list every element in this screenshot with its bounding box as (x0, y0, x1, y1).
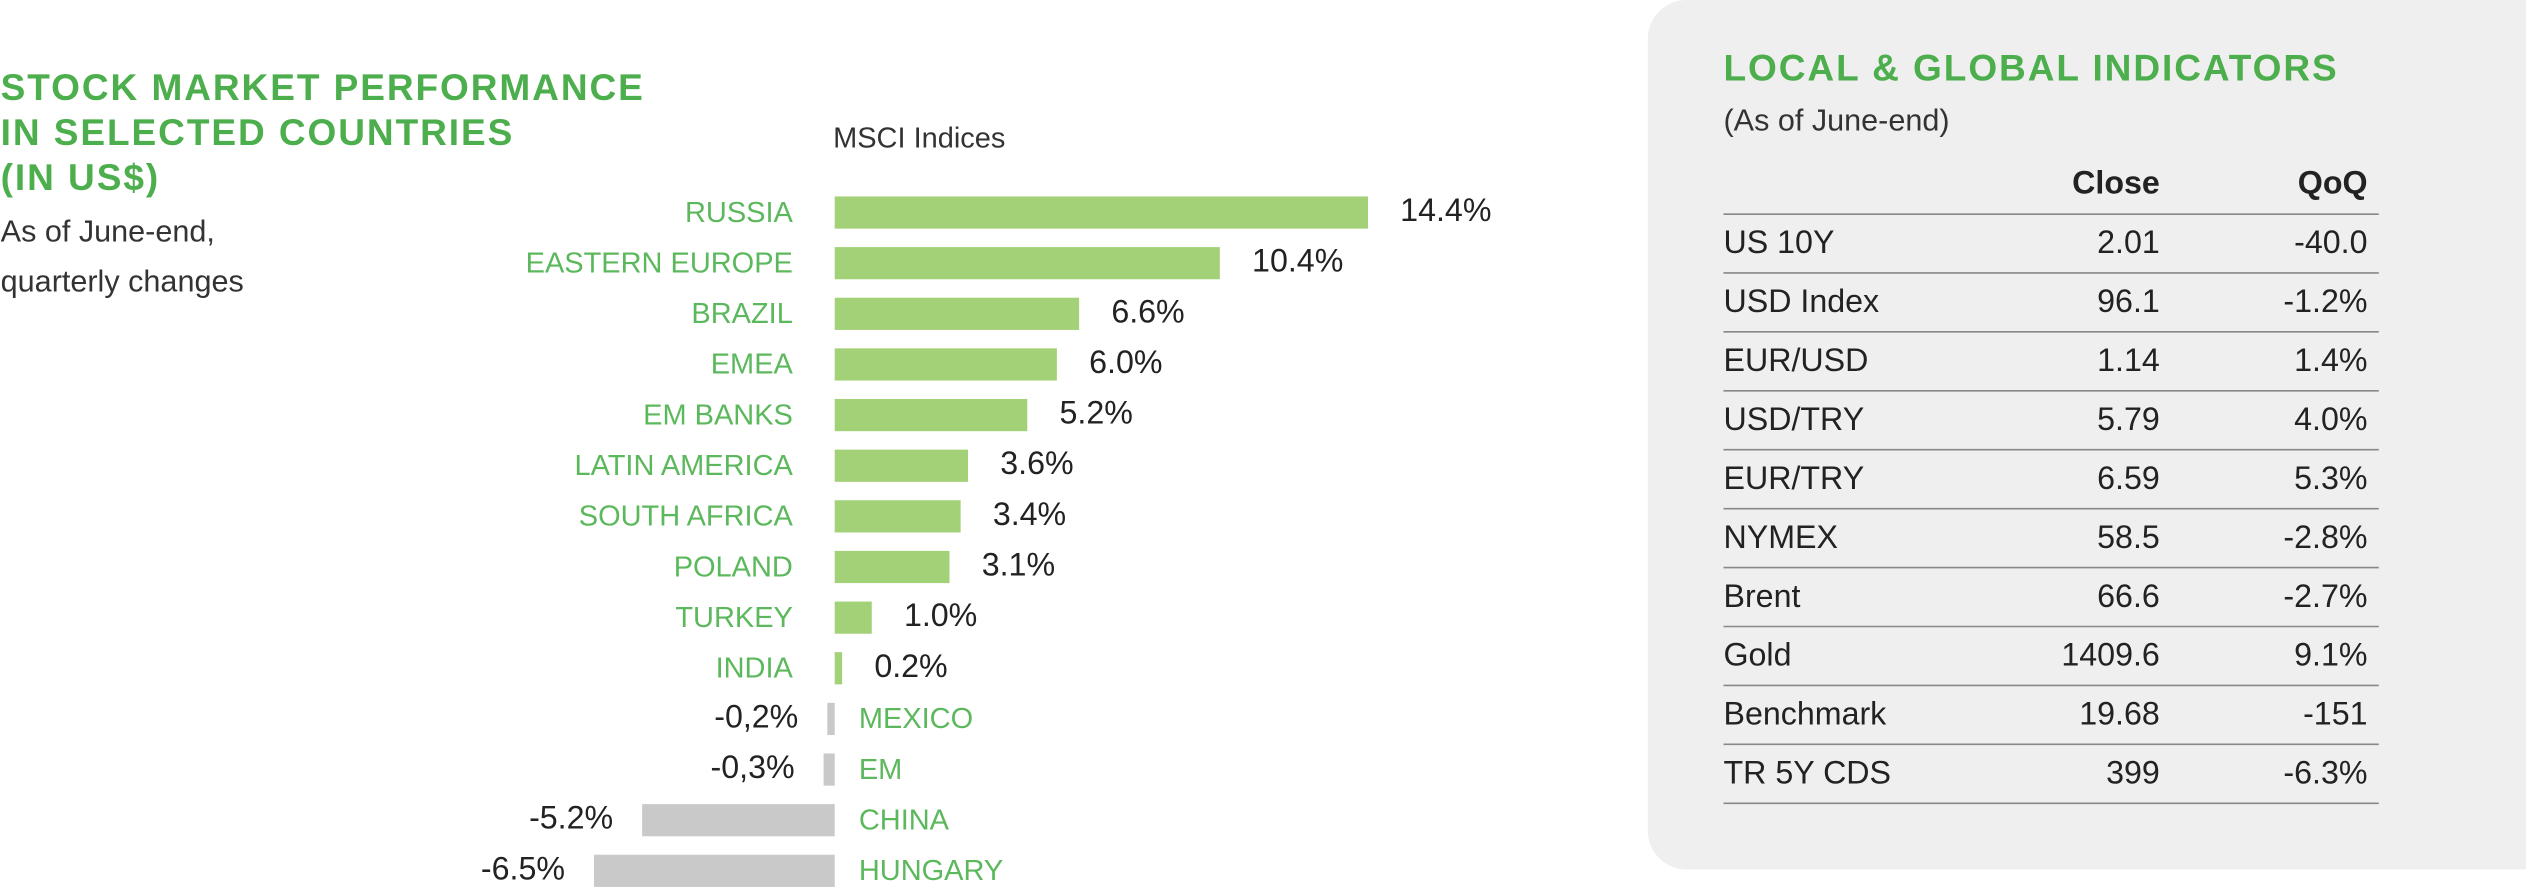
cell-close: 1409.6 (2061, 637, 2159, 673)
bar (834, 601, 872, 634)
value-label: -5.2% (529, 800, 613, 836)
cell-qoq: 4.0% (2294, 401, 2367, 437)
row-label: USD/TRY (1723, 401, 1864, 437)
cell-qoq: 1.4% (2294, 342, 2367, 378)
cell-qoq: -40.0 (2294, 224, 2367, 260)
table-subtitle: (As of June-end) (1723, 103, 1949, 137)
cell-qoq: -6.3% (2283, 755, 2367, 791)
row-label: Benchmark (1723, 696, 1887, 732)
value-label: 3.1% (982, 546, 1055, 582)
category-label: EMEA (711, 349, 794, 381)
cell-close: 66.6 (2097, 578, 2160, 614)
row-label: EUR/USD (1723, 342, 1868, 378)
bar (642, 804, 835, 837)
cell-close: 19.68 (2079, 696, 2160, 732)
cell-close: 1.14 (2097, 342, 2160, 378)
bar (834, 297, 1080, 330)
bar (834, 348, 1057, 381)
row-label: TR 5Y CDS (1723, 755, 1891, 791)
cell-close: 96.1 (2097, 283, 2160, 319)
category-label: CHINA (859, 804, 950, 836)
value-label: 1.0% (904, 597, 977, 633)
cell-qoq: -2.7% (2283, 578, 2367, 614)
row-label: Gold (1723, 637, 1791, 673)
value-label: 6.0% (1089, 344, 1162, 380)
row-label: Brent (1723, 578, 1800, 614)
row-label: US 10Y (1723, 224, 1834, 260)
bar (834, 652, 843, 685)
chart-subtitle: quarterly changes (1, 264, 244, 298)
cell-qoq: -151 (2303, 696, 2367, 732)
cell-close: 399 (2106, 755, 2160, 791)
value-label: 10.4% (1252, 243, 1343, 279)
category-label: TURKEY (675, 602, 793, 634)
axis-label: MSCI Indices (833, 123, 1005, 155)
bar (827, 702, 835, 736)
chart-subtitle: As of June-end, (1, 215, 215, 249)
value-label: 3.4% (993, 496, 1066, 532)
category-label: POLAND (674, 551, 793, 583)
bar (594, 854, 835, 887)
cell-qoq: 5.3% (2294, 460, 2367, 496)
row-label: NYMEX (1723, 519, 1837, 555)
bar (834, 398, 1028, 432)
cell-close: 5.79 (2097, 401, 2160, 437)
bar (834, 550, 950, 584)
cell-close: 6.59 (2097, 460, 2160, 496)
category-label: MEXICO (859, 703, 973, 735)
category-label: BRAZIL (691, 298, 792, 330)
category-label: INDIA (716, 653, 794, 685)
category-label: EM (859, 754, 902, 786)
value-label: 6.6% (1111, 293, 1184, 329)
row-label: USD Index (1723, 283, 1879, 319)
category-label: EM BANKS (643, 399, 793, 431)
value-label: -6.5% (481, 850, 565, 886)
cell-close: 58.5 (2097, 519, 2160, 555)
value-label: 0.2% (874, 648, 947, 684)
category-label: EASTERN EUROPE (526, 247, 793, 279)
bar (834, 449, 969, 482)
category-label: LATIN AMERICA (574, 450, 793, 482)
value-label: 5.2% (1059, 395, 1132, 431)
chart-title: IN SELECTED COUNTRIES (1, 111, 515, 153)
column-header: Close (2072, 165, 2160, 201)
indicator-panel (1647, 0, 2526, 870)
cell-close: 2.01 (2097, 224, 2160, 260)
value-label: -0,3% (711, 749, 795, 785)
value-label: -0,2% (714, 698, 798, 734)
bar (834, 247, 1220, 280)
row-label: EUR/TRY (1723, 460, 1864, 496)
column-header: QoQ (2298, 165, 2368, 201)
category-label: HUNGARY (859, 855, 1003, 887)
cell-qoq: -1.2% (2283, 283, 2367, 319)
cell-qoq: -2.8% (2283, 519, 2367, 555)
chart-title: (IN US$) (1, 156, 160, 198)
bar (834, 196, 1368, 229)
bar (834, 500, 961, 533)
value-label: 14.4% (1400, 192, 1491, 228)
table-title: LOCAL & GLOBAL INDICATORS (1723, 47, 2338, 89)
category-label: RUSSIA (685, 197, 794, 229)
bar (823, 753, 835, 786)
value-label: 3.6% (1000, 445, 1073, 481)
chart-title: STOCK MARKET PERFORMANCE (1, 66, 645, 108)
cell-qoq: 9.1% (2294, 637, 2367, 673)
category-label: SOUTH AFRICA (579, 501, 794, 533)
